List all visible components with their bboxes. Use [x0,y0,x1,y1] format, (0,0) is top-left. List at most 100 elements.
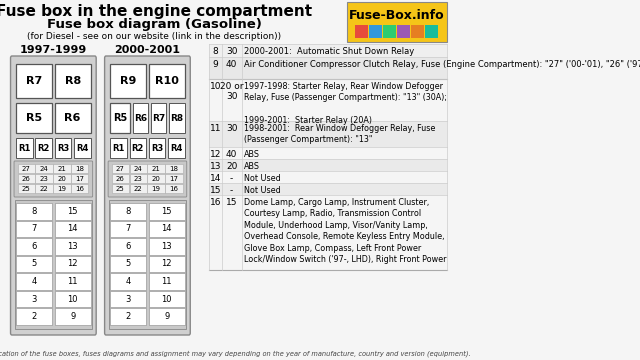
Text: 17: 17 [76,176,84,181]
Bar [165,174,182,183]
Bar [53,164,70,173]
Text: The location of the fuse boxes, fuses diagrams and assignment may vary depending: The location of the fuse boxes, fuses di… [0,351,471,357]
Text: 20: 20 [226,162,237,171]
Text: 8: 8 [212,47,218,56]
Text: 22: 22 [40,185,49,192]
Text: 1997-1998: Starter Relay, Rear Window Defogger
Relay, Fuse (Passenger Compartmen: 1997-1998: Starter Relay, Rear Window De… [244,82,447,125]
Bar [71,184,88,193]
Text: 7: 7 [125,224,131,233]
Text: 5: 5 [31,260,36,269]
Bar [55,238,91,255]
Bar [35,138,52,158]
Bar [369,25,382,38]
Text: 14: 14 [161,224,172,233]
Text: R10: R10 [155,76,179,86]
Text: R3: R3 [151,144,163,153]
Bar [53,184,70,193]
Text: 20: 20 [58,176,67,181]
Text: 21: 21 [58,166,67,171]
Bar [55,256,91,272]
Bar [110,256,146,272]
Text: R7: R7 [152,113,165,122]
Bar [110,103,130,133]
Text: 14: 14 [210,174,221,183]
Text: Dome Lamp, Cargo Lamp, Instrument Cluster,
Courtesy Lamp, Radio, Transmission Co: Dome Lamp, Cargo Lamp, Instrument Cluste… [244,198,446,264]
Bar [355,25,368,38]
Bar [35,184,52,193]
Text: 12: 12 [210,150,221,159]
Bar [110,221,146,237]
Bar [147,184,164,193]
Bar [110,203,146,220]
Text: Not Used: Not Used [244,174,280,183]
Bar [149,256,185,272]
Bar [55,103,91,133]
Bar [151,103,166,133]
Text: 2000-2001:  Automatic Shut Down Relay: 2000-2001: Automatic Shut Down Relay [244,47,414,56]
Text: ABS: ABS [244,150,260,159]
Bar [149,238,185,255]
Bar [149,309,185,325]
Bar [110,309,146,325]
Text: R5: R5 [113,113,127,123]
Text: 30: 30 [226,124,237,133]
Bar [110,291,146,307]
Text: 15: 15 [226,198,237,207]
Bar [149,221,185,237]
Bar [16,64,52,98]
Text: 16: 16 [210,198,221,207]
Bar [147,174,164,183]
Bar [110,273,146,290]
Text: 5: 5 [125,260,131,269]
Text: 8: 8 [31,207,36,216]
Text: 13: 13 [161,242,172,251]
Text: 24: 24 [40,166,49,171]
Text: 11: 11 [161,277,172,286]
Text: 27: 27 [116,166,125,171]
Text: Fuse box in the engine compartment: Fuse box in the engine compartment [0,4,312,18]
Bar [129,174,147,183]
Bar [16,203,52,220]
Bar [397,25,410,38]
Bar [209,57,447,79]
Bar [16,138,33,158]
Bar [16,291,52,307]
Text: 21: 21 [152,166,161,171]
Text: R2: R2 [132,144,144,153]
Bar [110,238,146,255]
Text: 22: 22 [134,185,143,192]
Text: 14: 14 [67,224,78,233]
Bar [149,291,185,307]
Bar [411,25,424,38]
Text: 13: 13 [210,162,221,171]
Bar [16,256,52,272]
Bar [129,164,147,173]
FancyBboxPatch shape [14,161,93,197]
Bar [209,171,447,183]
Text: 1998-2001:  Rear Window Defogger Relay, Fuse
(Passenger Compartment): "13": 1998-2001: Rear Window Defogger Relay, F… [244,124,435,144]
Bar [209,121,447,147]
Text: 17: 17 [170,176,179,181]
Text: 4: 4 [31,277,36,286]
Text: 27: 27 [22,166,31,171]
Bar [110,64,146,98]
Text: R9: R9 [120,76,136,86]
Bar [209,183,447,195]
Text: Fuse-Box.info: Fuse-Box.info [349,9,445,22]
Bar [111,184,129,193]
Text: 20 or
30: 20 or 30 [220,82,243,102]
Bar [55,138,71,158]
Bar [209,159,447,171]
Text: 19: 19 [152,185,161,192]
Bar [17,164,35,173]
Bar [16,221,52,237]
Bar [132,103,148,133]
Text: 10: 10 [67,294,78,303]
Bar [109,200,186,329]
Bar [55,273,91,290]
Text: ABS: ABS [244,162,260,171]
Bar [55,221,91,237]
Text: 9: 9 [164,312,170,321]
Bar [129,138,146,158]
Bar [149,138,165,158]
